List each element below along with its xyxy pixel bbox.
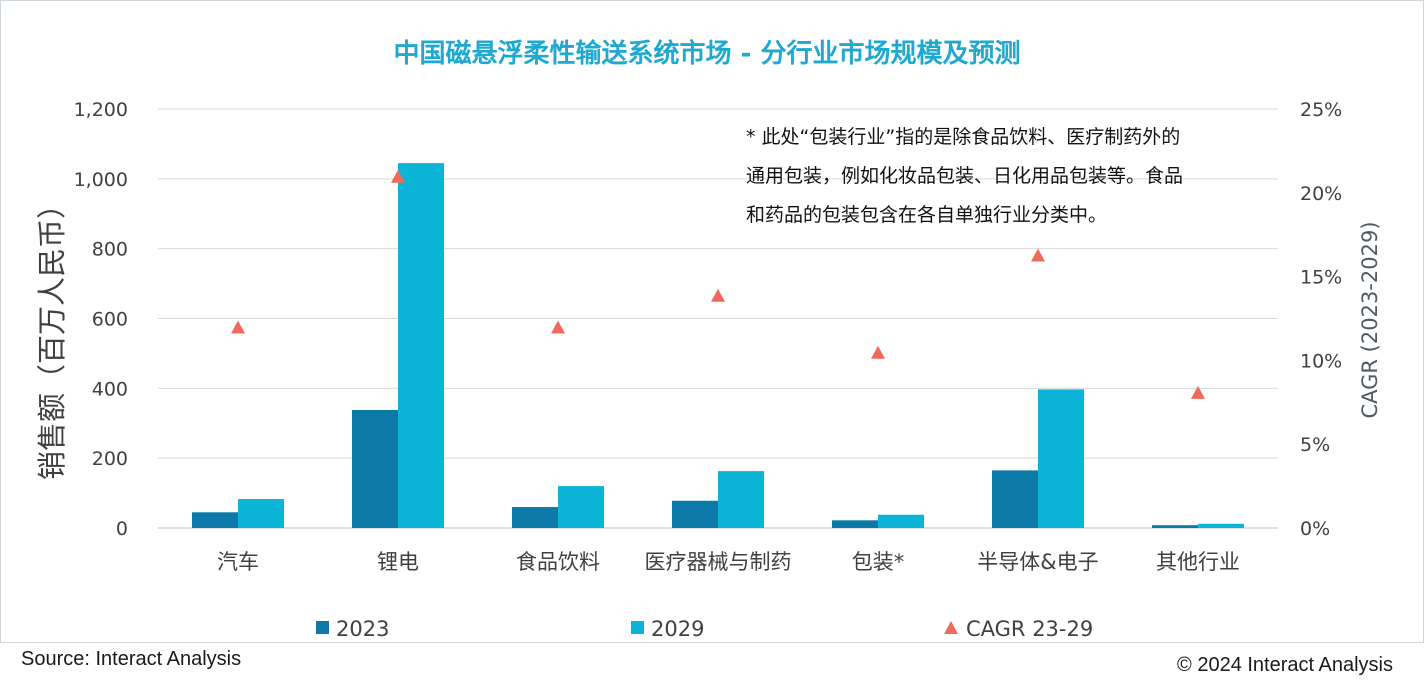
cagr-marker	[1191, 385, 1205, 399]
cagr-marker	[551, 320, 565, 334]
bar-2029	[238, 499, 284, 528]
y-tick-label: 600	[92, 309, 128, 331]
y-tick-label: 1,200	[74, 99, 128, 121]
bars	[192, 163, 1244, 528]
cagr-marker	[871, 345, 885, 359]
note-line-1: * 此处“包装行业”指的是除食品饮料、医疗制药外的	[746, 126, 1180, 148]
y2-tick-label: 0%	[1300, 518, 1330, 540]
category-label: 食品饮料	[516, 550, 600, 574]
bar-2029	[1198, 523, 1244, 528]
y2-tick-label: 5%	[1300, 434, 1330, 456]
legend: 2023 2029 CAGR 23-29	[316, 617, 1093, 641]
legend-item-2023: 2023	[316, 617, 389, 641]
cagr-marker	[711, 288, 725, 302]
legend-swatch-2029	[631, 621, 644, 634]
y2-tick-label: 25%	[1300, 99, 1342, 121]
bar-2023	[672, 500, 718, 528]
category-label: 医疗器械与制药	[645, 550, 792, 574]
bar-2023	[832, 520, 878, 528]
bar-2029	[718, 471, 764, 528]
category-label: 半导体&电子	[977, 550, 1098, 574]
category-label: 包装*	[852, 550, 905, 574]
left-axis-ticks: 0 200 400 600 800 1,000 1,200	[74, 99, 128, 540]
bar-2023	[352, 409, 398, 528]
legend-item-2029: 2029	[631, 617, 704, 641]
legend-label-cagr: CAGR 23-29	[966, 617, 1093, 641]
right-axis-ticks: 0% 5% 10% 15% 20% 25%	[1300, 99, 1342, 540]
chart-title: 中国磁悬浮柔性输送系统市场 - 分行业市场规模及预测	[394, 38, 1021, 69]
cagr-marker	[1031, 248, 1045, 262]
copyright-note: © 2024 Interact Analysis	[1177, 654, 1393, 676]
source-note: Source: Interact Analysis	[21, 648, 242, 670]
annotation-note: * 此处“包装行业”指的是除食品饮料、医疗制药外的 通用包装，例如化妆品包装、日…	[746, 126, 1183, 226]
y2-tick-label: 20%	[1300, 183, 1342, 205]
y-tick-label: 1,000	[74, 169, 128, 191]
y-tick-label: 200	[92, 448, 128, 470]
bar-2023	[992, 470, 1038, 528]
chart-frame	[0, 0, 1424, 643]
legend-label-2023: 2023	[336, 617, 389, 641]
cagr-markers	[231, 169, 1205, 399]
bar-2023	[192, 512, 238, 528]
bar-2023	[512, 507, 558, 528]
bar-2029	[1038, 389, 1084, 528]
y-axis-label: 销售额（百万人民币）	[35, 190, 69, 480]
y2-tick-label: 15%	[1300, 267, 1342, 289]
category-label: 汽车	[217, 550, 259, 574]
bar-2029	[558, 486, 604, 528]
legend-marker-cagr	[944, 621, 958, 634]
bar-2029	[878, 514, 924, 528]
cagr-marker	[391, 169, 405, 183]
y-tick-label: 0	[116, 518, 128, 540]
bar-2029	[398, 163, 444, 528]
category-label: 锂电	[377, 550, 419, 574]
note-line-2: 通用包装，例如化妆品包装、日化用品包装等。食品	[746, 165, 1183, 187]
legend-label-2029: 2029	[651, 617, 704, 641]
legend-item-cagr: CAGR 23-29	[944, 617, 1093, 641]
cagr-marker	[231, 320, 245, 334]
y-tick-label: 400	[92, 378, 128, 400]
note-line-3: 和药品的包装包含在各自单独行业分类中。	[746, 204, 1107, 226]
y-tick-label: 800	[92, 239, 128, 261]
y2-axis-label: CAGR (2023-2029)	[1358, 221, 1382, 418]
y2-tick-label: 10%	[1300, 350, 1342, 372]
legend-swatch-2023	[316, 621, 329, 634]
category-labels: 汽车 锂电 食品饮料 医疗器械与制药 包装* 半导体&电子 其他行业	[217, 550, 1240, 574]
category-label: 其他行业	[1156, 550, 1240, 574]
bar-2023	[1152, 525, 1198, 528]
